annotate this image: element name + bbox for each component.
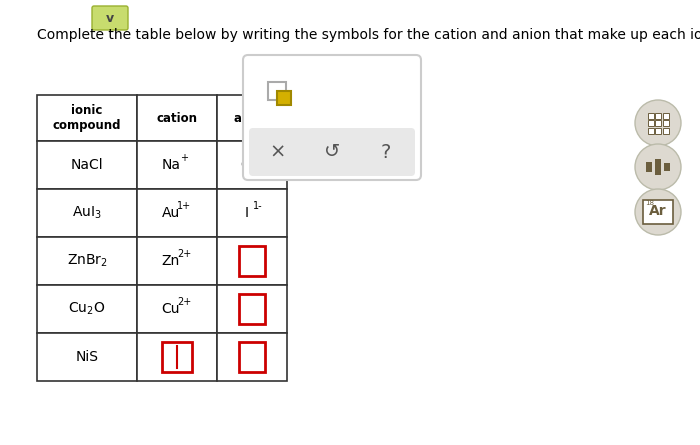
Bar <box>217 237 287 285</box>
Bar <box>137 95 217 141</box>
FancyBboxPatch shape <box>243 55 421 180</box>
Bar <box>37 237 137 285</box>
Bar <box>268 82 286 100</box>
Bar <box>643 200 673 224</box>
Text: ionic
compound: ionic compound <box>52 104 121 132</box>
Bar <box>239 342 265 372</box>
Bar <box>137 237 217 285</box>
Text: Na: Na <box>162 158 181 172</box>
Bar <box>655 113 661 118</box>
Bar <box>662 113 668 118</box>
Bar <box>662 128 668 134</box>
Bar <box>655 128 661 134</box>
Bar <box>37 333 137 381</box>
Bar <box>137 285 217 333</box>
Bar <box>162 342 192 372</box>
Text: Cu: Cu <box>162 302 181 316</box>
Text: Ar: Ar <box>649 204 667 218</box>
Text: Complete the table below by writing the symbols for the cation and anion that ma: Complete the table below by writing the … <box>37 28 700 42</box>
Bar <box>217 141 287 189</box>
Text: NaCl: NaCl <box>71 158 104 172</box>
Text: ZnBr$_2$: ZnBr$_2$ <box>66 253 107 269</box>
Bar <box>217 285 287 333</box>
Text: Zn: Zn <box>162 254 180 268</box>
Text: cation: cation <box>157 112 197 125</box>
Circle shape <box>635 189 681 235</box>
Text: Cl: Cl <box>240 158 254 172</box>
Circle shape <box>635 144 681 190</box>
Circle shape <box>635 100 681 146</box>
Text: v: v <box>106 12 114 24</box>
Bar <box>664 163 670 171</box>
Bar <box>217 95 287 141</box>
Bar <box>239 294 265 324</box>
Bar <box>662 120 668 126</box>
Bar <box>37 189 137 237</box>
Text: Cu$_2$O: Cu$_2$O <box>69 301 106 317</box>
Bar <box>37 141 137 189</box>
Text: 1+: 1+ <box>177 201 191 211</box>
Text: Au: Au <box>162 206 180 220</box>
Text: NiS: NiS <box>76 350 99 364</box>
Bar <box>37 95 137 141</box>
Bar <box>648 128 654 134</box>
Bar <box>217 333 287 381</box>
Text: 2+: 2+ <box>177 249 191 259</box>
Bar <box>655 120 661 126</box>
Bar <box>217 189 287 237</box>
FancyBboxPatch shape <box>249 128 415 176</box>
FancyBboxPatch shape <box>92 6 128 30</box>
Bar <box>37 285 137 333</box>
Text: AuI$_3$: AuI$_3$ <box>72 205 102 221</box>
Text: ?: ? <box>381 142 391 162</box>
Bar <box>137 333 217 381</box>
Bar <box>277 91 291 105</box>
Bar <box>239 246 265 276</box>
Bar <box>646 162 652 172</box>
Bar <box>648 120 654 126</box>
Text: 1-: 1- <box>253 201 262 211</box>
Text: anion: anion <box>234 112 270 125</box>
Bar <box>655 159 661 175</box>
Text: 18: 18 <box>645 200 654 206</box>
Text: +: + <box>180 153 188 163</box>
Text: ↺: ↺ <box>324 142 340 162</box>
Text: I: I <box>245 206 249 220</box>
Text: -: - <box>256 153 260 163</box>
Bar <box>137 189 217 237</box>
Bar <box>137 141 217 189</box>
Text: 2+: 2+ <box>177 297 191 307</box>
Text: ×: × <box>270 142 286 162</box>
Bar <box>648 113 654 118</box>
